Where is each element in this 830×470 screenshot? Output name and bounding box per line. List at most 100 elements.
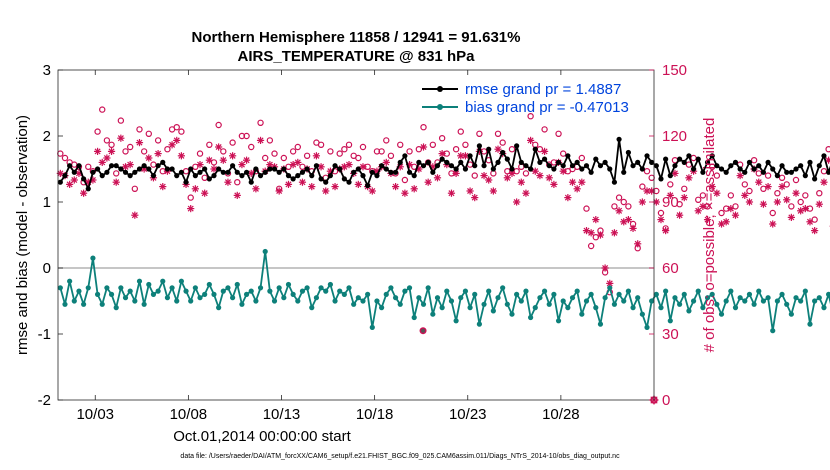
obs-assimilated-point-stroke-d2: [546, 174, 553, 181]
rmse-point: [569, 163, 576, 169]
obs-possible-point: [657, 209, 665, 217]
rmse-point: [71, 169, 77, 175]
obs-assimilated-point-stroke-d2: [602, 264, 609, 272]
rmse-point: [588, 169, 594, 175]
obs-possible-point: [764, 172, 772, 179]
obs-assimilated-point: [410, 185, 418, 193]
obs-possible-point: [555, 130, 562, 137]
rmse-point: [653, 163, 659, 169]
obs-assimilated-point: [466, 187, 474, 195]
rmse-point: [663, 156, 669, 162]
obs-assimilated-point: [536, 172, 544, 180]
bias-point: [90, 255, 96, 261]
obs-assimilated-point: [173, 136, 181, 144]
obs-possible-point: [578, 154, 586, 162]
bias-point: [569, 295, 576, 301]
bias-point: [383, 291, 389, 297]
obs-possible-point: [178, 128, 185, 135]
rmse-point: [304, 166, 310, 172]
obs-assimilated-point: [559, 167, 567, 175]
bias-point: [756, 288, 762, 294]
bias-point: [239, 301, 245, 307]
rmse-point: [85, 186, 91, 192]
obs-assimilated-point-stroke-d2: [332, 183, 339, 190]
rmse-point: [467, 153, 473, 159]
rmse-point: [369, 169, 375, 175]
rmse-point: [718, 166, 725, 172]
bias-point: [718, 311, 725, 317]
obs-assimilated-point: [755, 178, 763, 186]
obs-assimilated-point: [294, 158, 302, 166]
obs-assimilated-point: [312, 152, 321, 160]
rmse-point: [234, 169, 240, 175]
bias-point: [444, 288, 450, 294]
obs-assimilated-point: [592, 216, 600, 224]
bias-point: [677, 301, 683, 307]
obs-assimilated-point: [201, 189, 209, 197]
rmse-point: [704, 159, 711, 165]
bias-point: [500, 285, 506, 291]
rmse-point: [728, 163, 734, 169]
bias-point: [523, 288, 529, 294]
obs-assimilated-point-stroke-d2: [592, 216, 599, 223]
rmse-point: [257, 173, 264, 179]
obs-possible-point: [383, 137, 390, 144]
obs-possible-point: [611, 203, 618, 210]
bias-point: [490, 308, 496, 314]
bias-point: [770, 328, 776, 334]
bias-point: [122, 295, 129, 301]
rmse-point: [672, 163, 678, 169]
obs-assimilated-point: [811, 227, 819, 235]
obs-assimilated-point-stroke-d2: [131, 212, 138, 219]
rmse-point: [681, 159, 687, 165]
obs-assimilated-point: [769, 220, 777, 228]
bias-point: [85, 285, 91, 291]
bias-point: [565, 305, 571, 311]
y-right-tick-label: 0: [662, 392, 670, 409]
obs-possible-point: [336, 150, 343, 157]
obs-possible-point: [355, 154, 362, 162]
obs-assimilated-point-stroke-d2: [732, 212, 739, 219]
bias-point: [583, 298, 590, 304]
obs-assimilated-point: [568, 178, 577, 186]
rmse-point: [462, 166, 469, 172]
obs-assimilated-point: [550, 180, 558, 188]
obs-assimilated-point: [587, 229, 595, 237]
bias-point: [127, 288, 133, 294]
obs-possible-point: [126, 143, 134, 151]
obs-assimilated-point: [708, 183, 716, 191]
bias-point: [481, 301, 487, 307]
obs-assimilated-point-stroke-d2: [71, 176, 78, 184]
rmse-point: [337, 166, 343, 172]
rmse-point: [388, 169, 394, 175]
obs-possible-point: [378, 148, 385, 155]
bias-point: [192, 285, 198, 291]
rmse-point: [793, 166, 799, 172]
bias-point: [99, 301, 105, 307]
rmse-point: [197, 169, 203, 175]
rmse-point: [807, 159, 813, 165]
bias-point: [76, 288, 82, 294]
bias-point: [602, 295, 608, 301]
bias-point: [220, 288, 226, 294]
bias-point: [532, 305, 538, 311]
y-left-tick-label: -2: [38, 392, 51, 409]
rmse-point: [821, 153, 827, 159]
obs-possible-point: [341, 145, 348, 153]
bias-point: [71, 298, 77, 304]
obs-assimilated-point-stroke-d2: [625, 216, 632, 223]
rmse-point: [439, 156, 445, 162]
bias-point: [644, 324, 650, 330]
obs-assimilated-point: [540, 147, 549, 155]
rmse-point: [649, 159, 655, 165]
bias-point: [309, 305, 315, 311]
bias-point: [104, 285, 110, 291]
obs-assimilated-point-stroke-d2: [820, 179, 827, 186]
obs-assimilated-point-stroke-d2: [462, 152, 469, 159]
obs-possible-point: [750, 156, 758, 164]
rmse-point: [281, 166, 287, 172]
obs-assimilated-point-stroke-d2: [136, 139, 143, 146]
obs-possible-point: [257, 119, 264, 127]
bias-point: [728, 288, 734, 294]
bias-point: [518, 298, 524, 304]
